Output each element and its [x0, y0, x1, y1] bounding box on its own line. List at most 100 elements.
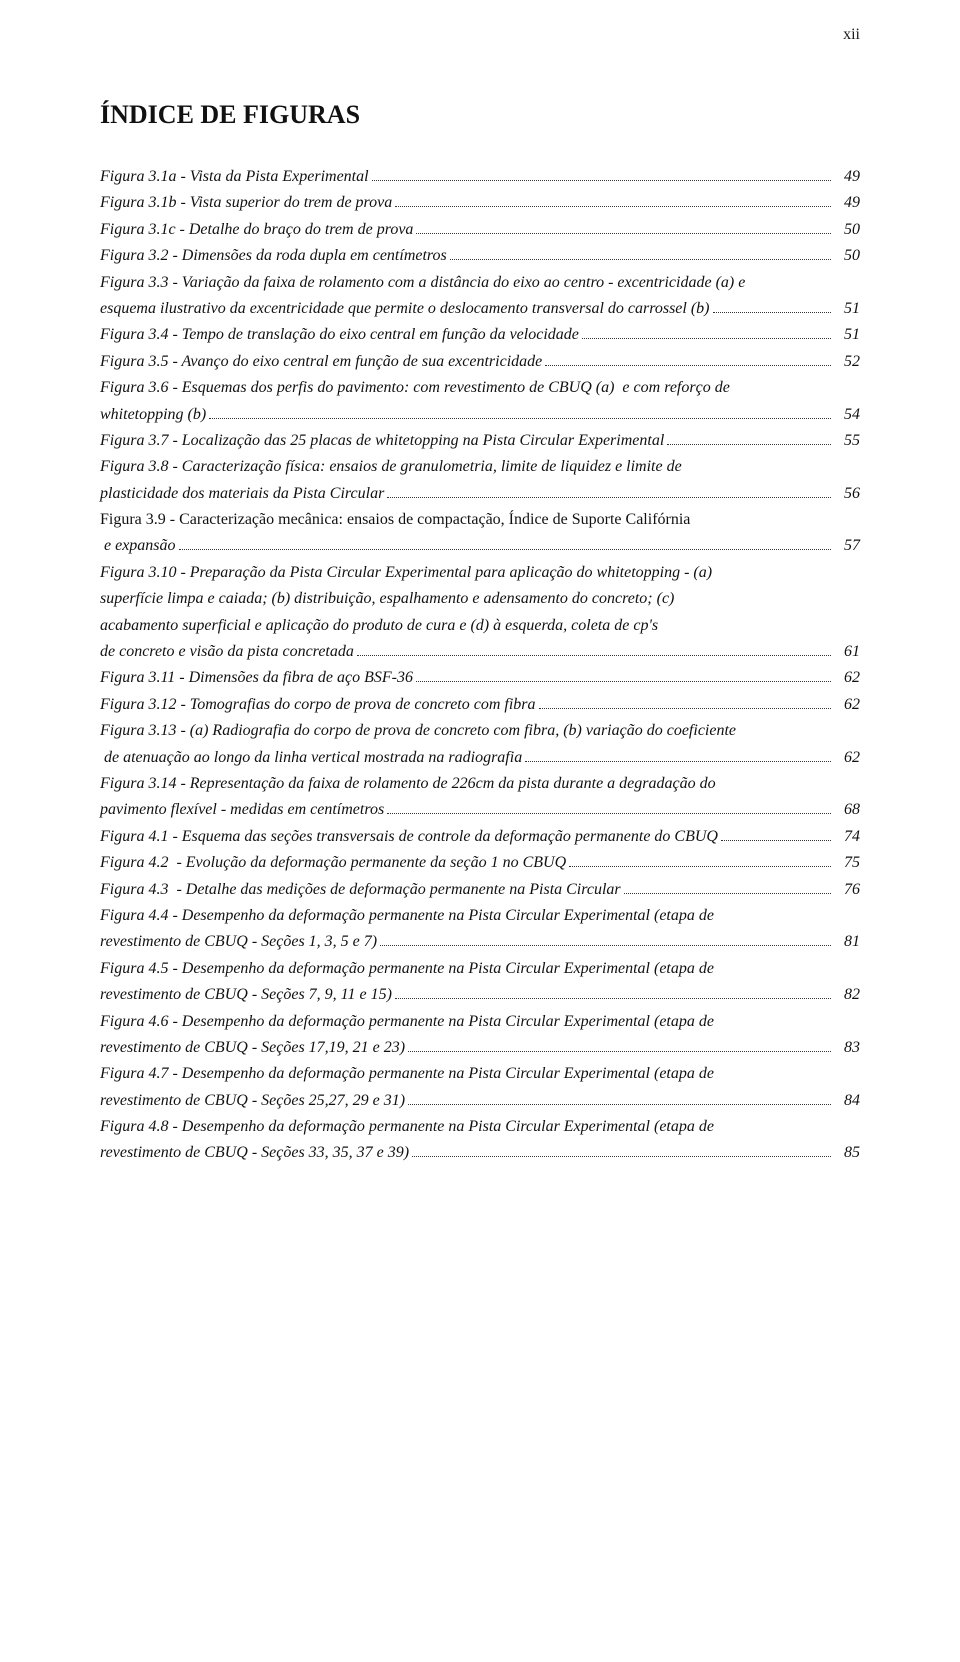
toc-entry: Figura 3.1a - Vista da Pista Experimenta… [100, 164, 860, 190]
toc-entry: Figura 4.8 - Desempenho da deformação pe… [100, 1114, 860, 1167]
toc-text-continuation: Figura 4.4 - Desempenho da deformação pe… [100, 903, 860, 929]
toc-line: Figura 3.12 - Tomografias do corpo de pr… [100, 692, 860, 718]
dot-leaders [667, 431, 831, 445]
toc-entry: Figura 4.1 - Esquema das seções transver… [100, 824, 860, 850]
toc-text-continuation: Figura 3.8 - Caracterização física: ensa… [100, 454, 860, 480]
toc-text: Figura 3.7 - Localização das 25 placas d… [100, 428, 664, 454]
toc-text: Figura 3.12 - Tomografias do corpo de pr… [100, 692, 536, 718]
toc-entry: Figura 3.4 - Tempo de translação do eixo… [100, 322, 860, 348]
toc-text: esquema ilustrativo da excentricidade qu… [100, 296, 710, 322]
toc-page-number: 62 [834, 665, 860, 691]
dot-leaders [416, 669, 831, 683]
dot-leaders [380, 933, 831, 947]
toc-page-number: 51 [834, 322, 860, 348]
toc-entry: Figura 3.3 - Variação da faixa de rolame… [100, 270, 860, 323]
toc-text: Figura 3.1b - Vista superior do trem de … [100, 190, 392, 216]
toc-text-continuation: Figura 3.10 - Preparação da Pista Circul… [100, 560, 860, 586]
toc-entry: Figura 4.7 - Desempenho da deformação pe… [100, 1061, 860, 1114]
toc-entry: Figura 3.5 - Avanço do eixo central em f… [100, 349, 860, 375]
dot-leaders [387, 484, 831, 498]
toc-line: whitetopping (b)54 [100, 402, 860, 428]
toc-entry: Figura 4.5 - Desempenho da deformação pe… [100, 956, 860, 1009]
toc-entry: Figura 3.11 - Dimensões da fibra de aço … [100, 665, 860, 691]
toc-line: Figura 3.4 - Tempo de translação do eixo… [100, 322, 860, 348]
toc-page-number: 51 [834, 296, 860, 322]
dot-leaders [209, 405, 831, 419]
toc-entry: Figura 3.10 - Preparação da Pista Circul… [100, 560, 860, 666]
toc-text: whitetopping (b) [100, 402, 206, 428]
toc-line: revestimento de CBUQ - Seções 25,27, 29 … [100, 1088, 860, 1114]
toc-entry: Figura 3.9 - Caracterização mecânica: en… [100, 507, 860, 560]
toc-text: Figura 3.5 - Avanço do eixo central em f… [100, 349, 542, 375]
dot-leaders [387, 801, 831, 815]
toc-line: de atenuação ao longo da linha vertical … [100, 745, 860, 771]
toc-line: Figura 3.1b - Vista superior do trem de … [100, 190, 860, 216]
toc-line: Figura 4.3 - Detalhe das medições de def… [100, 877, 860, 903]
dot-leaders [357, 642, 831, 656]
toc-text-continuation: Figura 3.13 - (a) Radiografia do corpo d… [100, 718, 860, 744]
toc-page-number: 50 [834, 217, 860, 243]
toc-line: Figura 4.1 - Esquema das seções transver… [100, 824, 860, 850]
dot-leaders [450, 247, 831, 261]
toc-page-number: 84 [834, 1088, 860, 1114]
dot-leaders [412, 1144, 831, 1158]
toc-line: Figura 3.1a - Vista da Pista Experimenta… [100, 164, 860, 190]
toc-text-continuation: acabamento superficial e aplicação do pr… [100, 613, 860, 639]
toc-text-continuation: Figura 4.5 - Desempenho da deformação pe… [100, 956, 860, 982]
toc-line: esquema ilustrativo da excentricidade qu… [100, 296, 860, 322]
section-heading: ÍNDICE DE FIGURAS [100, 100, 860, 130]
toc-text: de atenuação ao longo da linha vertical … [100, 745, 522, 771]
toc-page-number: 62 [834, 745, 860, 771]
dot-leaders [525, 748, 831, 762]
dot-leaders [569, 854, 831, 868]
toc-text: revestimento de CBUQ - Seções 17,19, 21 … [100, 1035, 405, 1061]
dot-leaders [179, 537, 831, 551]
toc-text: plasticidade dos materiais da Pista Circ… [100, 481, 384, 507]
toc-entry: Figura 3.1b - Vista superior do trem de … [100, 190, 860, 216]
toc-entry: Figura 3.12 - Tomografias do corpo de pr… [100, 692, 860, 718]
toc-text: pavimento flexível - medidas em centímet… [100, 797, 384, 823]
dot-leaders [624, 880, 831, 894]
toc-line: Figura 4.2 - Evolução da deformação perm… [100, 850, 860, 876]
toc-page-number: 68 [834, 797, 860, 823]
toc-entry: Figura 4.4 - Desempenho da deformação pe… [100, 903, 860, 956]
toc-entry: Figura 4.3 - Detalhe das medições de def… [100, 877, 860, 903]
toc-text-continuation: Figura 4.6 - Desempenho da deformação pe… [100, 1009, 860, 1035]
toc-page-number: 49 [834, 164, 860, 190]
toc-text: Figura 3.4 - Tempo de translação do eixo… [100, 322, 579, 348]
dot-leaders [395, 986, 831, 1000]
toc-text: Figura 4.2 - Evolução da deformação perm… [100, 850, 566, 876]
toc-entry: Figura 3.1c - Detalhe do braço do trem d… [100, 217, 860, 243]
toc-page-number: 83 [834, 1035, 860, 1061]
toc-page-number: 50 [834, 243, 860, 269]
toc-text-continuation: Figura 4.8 - Desempenho da deformação pe… [100, 1114, 860, 1140]
toc-text: Figura 4.3 - Detalhe das medições de def… [100, 877, 621, 903]
page-number: xii [843, 26, 860, 44]
toc-text-continuation: Figura 3.14 - Representação da faixa de … [100, 771, 860, 797]
toc-text: revestimento de CBUQ - Seções 25,27, 29 … [100, 1088, 405, 1114]
dot-leaders [721, 827, 831, 841]
toc-line: pavimento flexível - medidas em centímet… [100, 797, 860, 823]
dot-leaders [372, 167, 831, 181]
toc-entry: Figura 3.7 - Localização das 25 placas d… [100, 428, 860, 454]
toc-line: e expansão 57 [100, 533, 860, 559]
toc-page-number: 57 [834, 533, 860, 559]
toc-text: Figura 3.1a - Vista da Pista Experimenta… [100, 164, 369, 190]
toc-text: Figura 3.11 - Dimensões da fibra de aço … [100, 665, 413, 691]
toc-entry: Figura 3.13 - (a) Radiografia do corpo d… [100, 718, 860, 771]
dot-leaders [408, 1091, 831, 1105]
dot-leaders [408, 1038, 831, 1052]
toc-line: plasticidade dos materiais da Pista Circ… [100, 481, 860, 507]
toc-page-number: 76 [834, 877, 860, 903]
document-page: xii ÍNDICE DE FIGURAS Figura 3.1a - Vist… [0, 0, 960, 1662]
toc-text: Figura 3.1c - Detalhe do braço do trem d… [100, 217, 413, 243]
dot-leaders [539, 695, 831, 709]
toc-page-number: 74 [834, 824, 860, 850]
toc-page-number: 49 [834, 190, 860, 216]
toc-page-number: 85 [834, 1140, 860, 1166]
toc-entry: Figura 3.6 - Esquemas dos perfis do pavi… [100, 375, 860, 428]
toc-line: revestimento de CBUQ - Seções 33, 35, 37… [100, 1140, 860, 1166]
toc-line: Figura 3.2 - Dimensões da roda dupla em … [100, 243, 860, 269]
toc-text: e expansão [100, 533, 176, 559]
dot-leaders [416, 220, 831, 234]
